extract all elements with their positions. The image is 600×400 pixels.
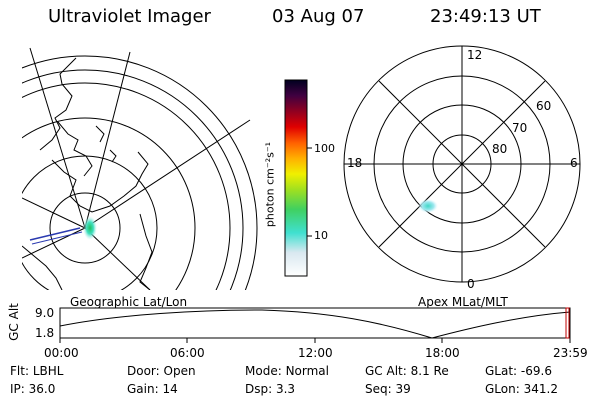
status-glat: GLat: -69.6 bbox=[485, 364, 552, 378]
mlt-0-label: 0 bbox=[467, 277, 475, 291]
mlat-60-label: 60 bbox=[536, 99, 552, 113]
status-seq: Seq: 39 bbox=[365, 382, 411, 396]
mlt-18-label: 18 bbox=[347, 156, 363, 170]
colorbar bbox=[284, 79, 308, 277]
colorbar-unit-label: photon cm⁻²s⁻¹ bbox=[263, 141, 277, 228]
mlat-70-label: 70 bbox=[512, 121, 528, 135]
mlat-80-label: 80 bbox=[492, 142, 508, 156]
altitude-xtick-1800: 18:00 bbox=[425, 346, 460, 360]
altitude-ymin: 1.8 bbox=[35, 326, 55, 340]
colorbar-tick-10: 10 bbox=[314, 229, 328, 242]
aurora-emission-left bbox=[83, 216, 97, 240]
status-glon: GLon: 341.2 bbox=[485, 382, 558, 396]
altitude-ymax: 9.0 bbox=[35, 306, 55, 320]
mlt-6-label: 6 bbox=[570, 156, 578, 170]
status-gain: Gain: 14 bbox=[127, 382, 178, 396]
status-mode: Mode: Normal bbox=[245, 364, 329, 378]
altitude-xtick-0600: 06:00 bbox=[170, 346, 205, 360]
current-time-marker bbox=[565, 307, 570, 339]
polar-map-label: Apex MLat/MLT bbox=[418, 295, 508, 309]
instrument-title: Ultraviolet Imager bbox=[48, 6, 211, 27]
status-dsp: Dsp: 3.3 bbox=[245, 382, 296, 396]
altitude-xtick-1200: 12:00 bbox=[298, 346, 333, 360]
geographic-map bbox=[22, 47, 258, 290]
aurora-emission-right bbox=[418, 199, 438, 213]
geographic-map-label: Geographic Lat/Lon bbox=[70, 295, 188, 309]
altitude-xtick-0000: 00:00 bbox=[44, 346, 79, 360]
altitude-xtick-2359: 23:59 bbox=[553, 346, 588, 360]
mlat-mlt-polar-plot bbox=[343, 45, 581, 283]
date-label: 03 Aug 07 bbox=[272, 6, 365, 27]
mlt-12-label: 12 bbox=[467, 48, 483, 62]
colorbar-tick-100: 100 bbox=[314, 142, 335, 155]
status-door: Door: Open bbox=[127, 364, 196, 378]
time-label: 23:49:13 UT bbox=[430, 6, 541, 27]
altitude-curve bbox=[59, 309, 571, 339]
status-filter: Flt: LBHL bbox=[10, 364, 64, 378]
altitude-ylabel: GC Alt bbox=[7, 303, 21, 341]
status-ip: IP: 36.0 bbox=[10, 382, 56, 396]
status-gc-alt: GC Alt: 8.1 Re bbox=[365, 364, 449, 378]
